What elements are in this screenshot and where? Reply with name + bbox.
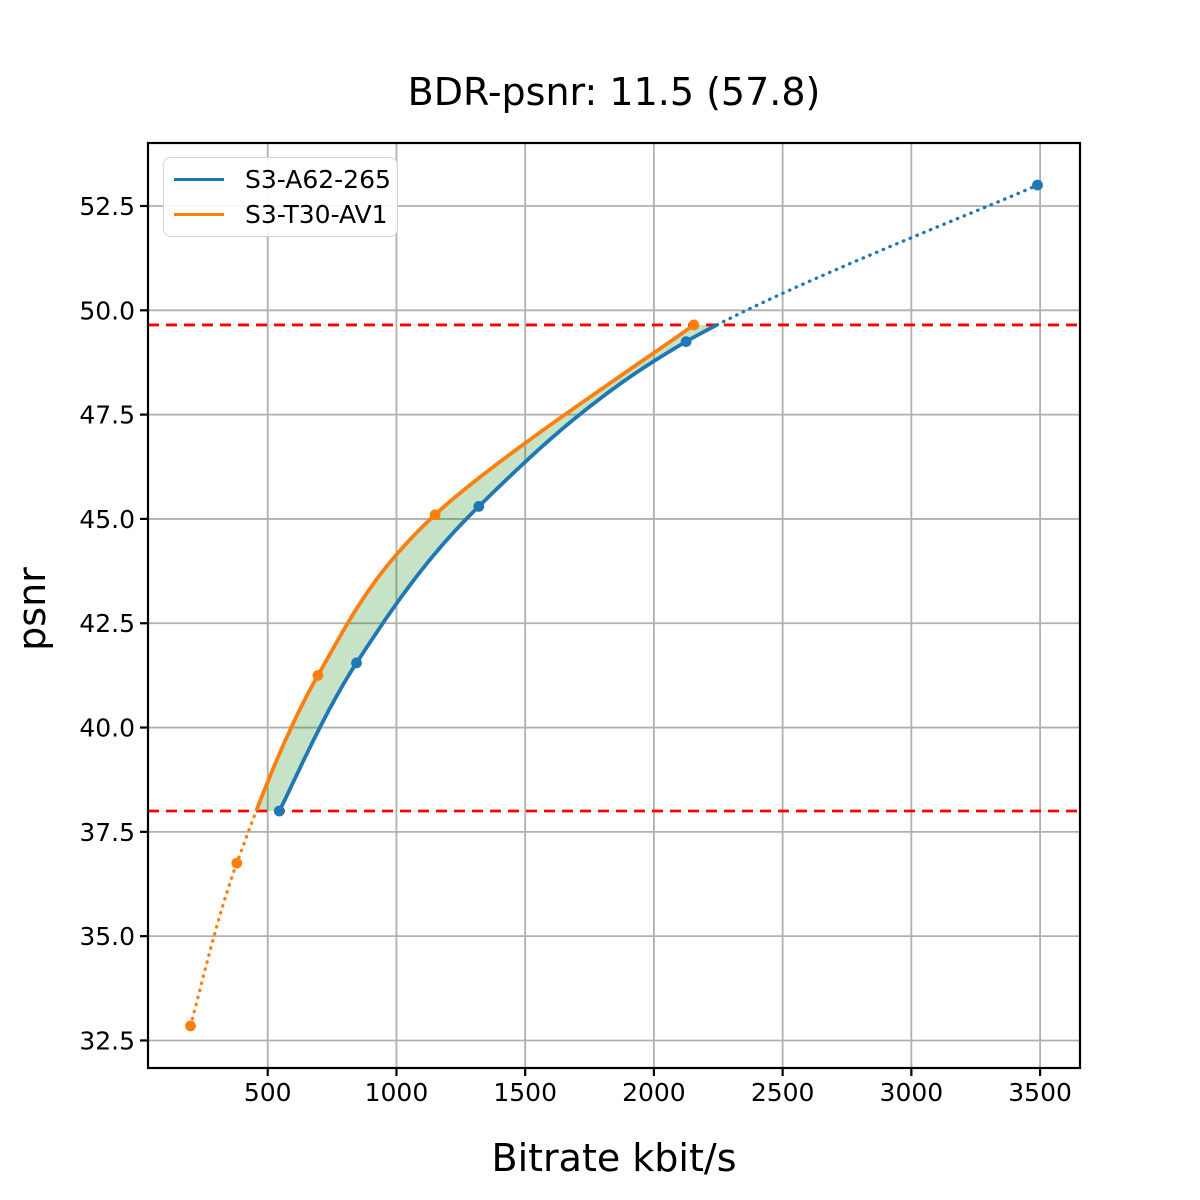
- legend-line-swatch-blue: [174, 177, 224, 182]
- y-tick-label: 37.5: [79, 818, 135, 847]
- plot-border: [146, 141, 1082, 1070]
- x-tick-label: 3500: [1008, 1078, 1072, 1107]
- y-tick-label: 42.5: [79, 609, 135, 638]
- x-tick-label: 2500: [751, 1078, 815, 1107]
- y-tick-label: 47.5: [79, 401, 135, 430]
- chart-title: BDR-psnr: 11.5 (57.8): [407, 70, 821, 114]
- data-point-marker: [312, 670, 324, 681]
- y-tick-label: 52.5: [79, 192, 135, 221]
- bd-fill-area: [256, 324, 717, 811]
- legend: S3-A62-265 S3-T30-AV1: [163, 157, 398, 237]
- x-tick-label: 1000: [365, 1078, 429, 1107]
- series-curve-dotted: [715, 183, 1040, 327]
- x-tick-label: 2000: [622, 1078, 686, 1107]
- x-tick-label: 3000: [880, 1078, 944, 1107]
- data-point-marker: [688, 319, 700, 331]
- x-tick-label: 1500: [493, 1078, 557, 1107]
- data-point-marker: [429, 509, 441, 521]
- legend-item-s3-t30-av1: S3-T30-AV1: [164, 197, 397, 232]
- x-tick-label: 500: [244, 1078, 292, 1107]
- legend-item-s3-a62-265: S3-A62-265: [164, 162, 397, 197]
- data-point-marker: [273, 805, 285, 817]
- series-curve-solid: [254, 323, 695, 812]
- data-point-marker: [185, 1020, 196, 1032]
- data-point-marker: [1032, 179, 1043, 191]
- data-point-marker: [351, 657, 362, 669]
- legend-label: S3-T30-AV1: [245, 200, 388, 229]
- legend-label: S3-A62-265: [245, 165, 391, 194]
- data-point-marker: [680, 336, 692, 347]
- y-tick-label: 32.5: [79, 1026, 135, 1055]
- legend-line-swatch-orange: [174, 212, 224, 217]
- y-tick-label: 40.0: [79, 714, 135, 743]
- y-tick-label: 35.0: [79, 922, 135, 951]
- x-axis-label: Bitrate kbit/s: [491, 1136, 737, 1180]
- y-tick-label: 50.0: [79, 296, 135, 325]
- series-curve-dotted: [188, 809, 258, 1028]
- data-point-marker: [231, 857, 243, 869]
- y-tick-label: 45.0: [79, 505, 135, 534]
- series-curve-solid: [277, 323, 718, 812]
- data-point-marker: [473, 501, 485, 512]
